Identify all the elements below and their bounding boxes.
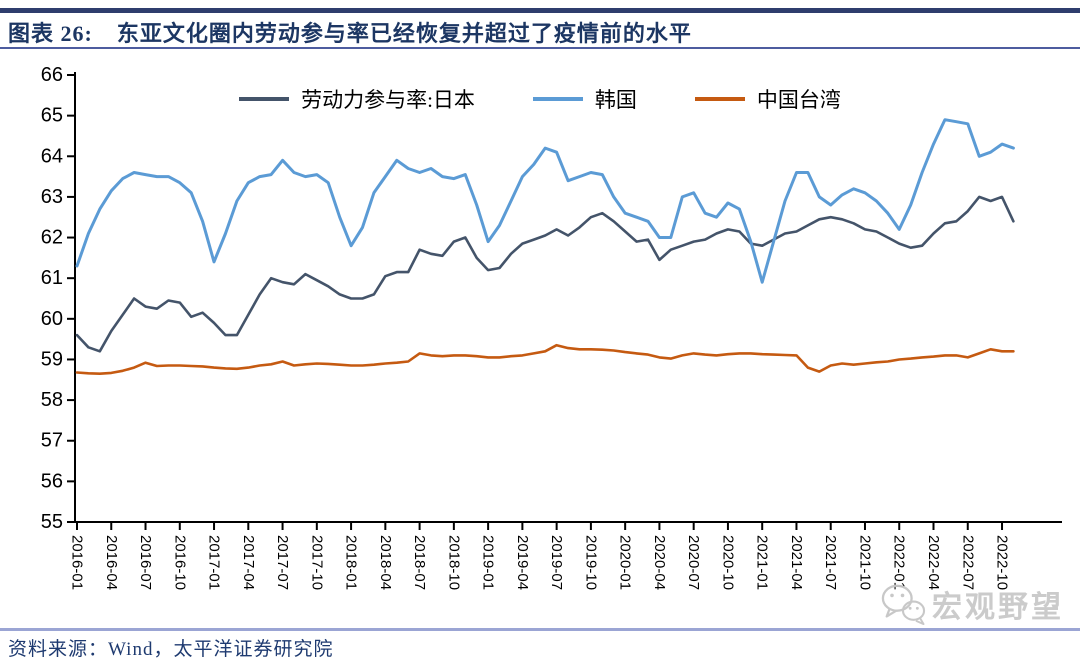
chart-legend: 劳动力参与率:日本 韩国 中国台湾 (0, 84, 1080, 114)
legend-label-taiwan: 中国台湾 (756, 88, 841, 112)
x-tick-label: 2017-04 (240, 535, 257, 590)
x-tick-label: 2018-04 (377, 535, 394, 590)
page-title: 图表 26: 东亚文化圈内劳动参与率已经恢复并超过了疫情前的水平 (8, 16, 1072, 48)
x-tick-label: 2020-10 (719, 535, 736, 590)
x-tick-label: 2022-01 (891, 535, 908, 590)
x-tick-label: 2022-07 (959, 535, 976, 590)
korea-line-swatch (532, 97, 583, 101)
y-tick-label: 60 (41, 308, 63, 330)
y-tick-label: 62 (41, 227, 63, 249)
x-tick-label: 2019-07 (548, 535, 565, 590)
x-tick-label: 2021-10 (856, 535, 873, 590)
watermark: 宏观野望 (880, 582, 1064, 626)
x-tick-label: 2020-04 (651, 535, 668, 590)
x-tick-label: 2018-07 (411, 535, 428, 590)
y-tick-label: 56 (41, 470, 63, 492)
x-tick-label: 2017-10 (308, 535, 325, 590)
x-tick-label: 2018-01 (343, 535, 360, 590)
title-divider (0, 47, 1080, 49)
japan-line-swatch (239, 97, 290, 101)
x-tick-label: 2017-07 (274, 535, 291, 590)
watermark-text: 宏观野望 (932, 591, 1064, 624)
x-tick-label: 2019-01 (480, 535, 497, 590)
legend-item-taiwan: 中国台湾 (694, 84, 841, 114)
x-tick-label: 2021-01 (754, 535, 771, 590)
y-tick-label: 66 (41, 64, 63, 86)
x-tick-label: 2021-04 (788, 535, 805, 590)
x-tick-label: 2016-04 (103, 535, 120, 590)
x-tick-label: 2021-07 (822, 535, 839, 590)
x-tick-label: 2020-01 (617, 535, 634, 590)
y-tick-label: 64 (41, 145, 63, 167)
x-tick-label: 2016-07 (137, 535, 154, 590)
legend-item-korea: 韩国 (532, 84, 637, 114)
legend-label-korea: 韩国 (594, 88, 637, 112)
footer-divider (0, 628, 1080, 631)
x-tick-label: 2016-01 (69, 535, 86, 590)
x-tick-label: 2016-10 (171, 535, 188, 590)
x-tick-label: 2022-04 (925, 535, 942, 590)
source-note: 资料来源：Wind，太平洋证券研究院 (8, 639, 334, 660)
figure-label: 图表 26: (8, 21, 93, 46)
figure-title: 东亚文化圈内劳动参与率已经恢复并超过了疫情前的水平 (116, 21, 692, 46)
x-tick-label: 2022-10 (994, 535, 1011, 590)
series-line-korea (75, 118, 1015, 284)
x-tick-label: 2020-07 (685, 535, 702, 590)
x-tick-label: 2017-01 (206, 535, 223, 590)
y-tick-label: 65 (41, 105, 63, 127)
series-line-taiwan (75, 343, 1015, 376)
y-tick-label: 55 (41, 511, 63, 533)
top-border-rule (0, 8, 1080, 13)
y-tick-label: 61 (41, 267, 63, 289)
x-tick-label: 2019-04 (514, 535, 531, 590)
wechat-icon (881, 584, 926, 626)
x-tick-label: 2018-10 (445, 535, 462, 590)
y-tick-label: 58 (41, 389, 63, 411)
series-line-japan (75, 195, 1015, 353)
taiwan-line-swatch (694, 97, 745, 101)
y-tick-label: 63 (41, 186, 63, 208)
legend-label-japan: 劳动力参与率:日本 (301, 88, 475, 112)
y-tick-label: 59 (41, 348, 63, 370)
legend-item-japan: 劳动力参与率:日本 (239, 84, 475, 114)
x-tick-label: 2019-10 (582, 535, 599, 590)
y-tick-label: 57 (41, 430, 63, 452)
